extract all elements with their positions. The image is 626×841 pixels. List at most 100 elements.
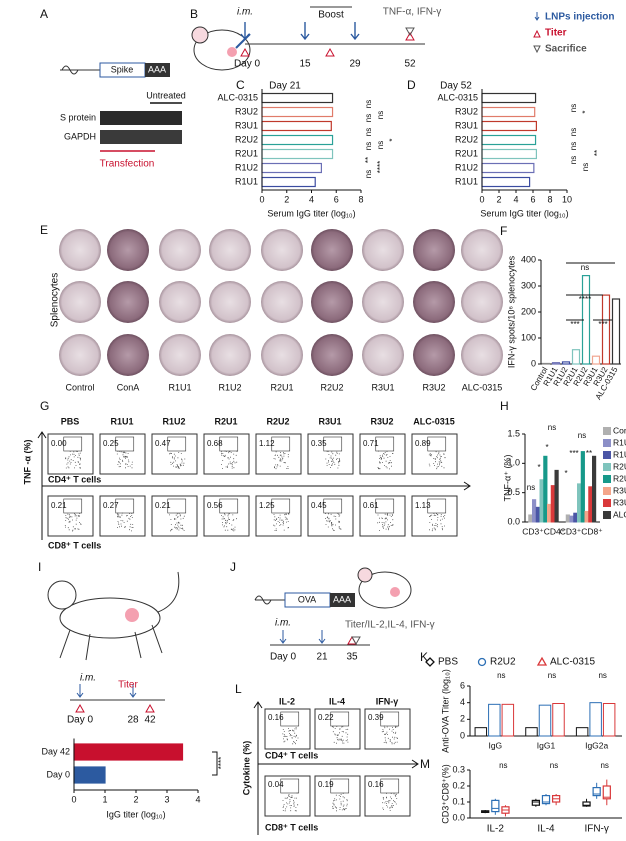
flow-plot bbox=[314, 708, 361, 750]
panel-label: G bbox=[40, 399, 49, 413]
mouse-ear bbox=[357, 567, 373, 583]
legend-titer bbox=[533, 29, 541, 38]
sample-label: R2U1 bbox=[214, 416, 237, 426]
well-image bbox=[311, 281, 353, 323]
significance: ns bbox=[364, 128, 373, 136]
gate-value: 0.22 bbox=[318, 713, 334, 722]
x-tick-label: R2U1 bbox=[270, 382, 293, 392]
route: i.m. bbox=[237, 7, 253, 18]
well-image bbox=[461, 229, 503, 271]
blot-label: S protein bbox=[60, 112, 96, 122]
flow-events bbox=[273, 513, 290, 531]
flow-plot bbox=[203, 433, 250, 475]
flow-gate bbox=[219, 436, 239, 452]
well-image bbox=[209, 229, 251, 271]
y-axis-label: Cytokine (%) bbox=[241, 741, 251, 796]
gate-value: 0.56 bbox=[207, 501, 223, 510]
well-image bbox=[362, 229, 404, 271]
flow-gate bbox=[115, 436, 135, 452]
well-image bbox=[209, 281, 251, 323]
y-tick-label: R1U1 bbox=[235, 176, 258, 186]
day-label: 28 bbox=[127, 715, 139, 726]
gate-value: 0.71 bbox=[363, 439, 379, 448]
gate-value: 0.47 bbox=[155, 439, 171, 448]
bar bbox=[481, 148, 538, 160]
y-tick-label: Day 42 bbox=[41, 746, 70, 756]
cytokine-label: IL-4 bbox=[329, 696, 345, 706]
bar bbox=[481, 176, 531, 188]
box-body bbox=[592, 786, 601, 797]
flow-gate bbox=[63, 498, 83, 514]
gate-value: 1.25 bbox=[259, 501, 275, 510]
x-axis-label: IgG titer (log₁₀) bbox=[106, 809, 165, 819]
bar bbox=[588, 486, 593, 523]
y-tick-label: 0 bbox=[531, 358, 536, 368]
chart-title: Day 52 bbox=[440, 81, 472, 92]
significance: ns bbox=[527, 483, 535, 492]
flow-gate bbox=[167, 436, 187, 452]
y-axis-label: Splenocytes bbox=[50, 273, 61, 327]
gate-value: 0.19 bbox=[318, 780, 334, 789]
x-tick-label: CD3⁺CD4⁺ bbox=[522, 526, 565, 536]
flow-plot bbox=[314, 775, 361, 817]
well-image bbox=[107, 281, 149, 323]
significance: ns bbox=[376, 141, 385, 149]
bar bbox=[573, 512, 578, 523]
legend-label: ALC-0315 bbox=[613, 509, 626, 519]
gate-value: 0.39 bbox=[368, 713, 384, 722]
flow-events bbox=[273, 451, 289, 470]
y-axis-label: TNF -α (%) bbox=[22, 439, 32, 484]
well-image bbox=[261, 334, 303, 376]
monkey-tail bbox=[157, 571, 180, 613]
bar bbox=[481, 106, 536, 118]
bar bbox=[481, 120, 538, 132]
flow-plot bbox=[264, 775, 311, 817]
y-tick-label: 0.3 bbox=[452, 764, 465, 774]
significance: ns bbox=[578, 431, 586, 440]
well-image bbox=[311, 334, 353, 376]
flow-events bbox=[428, 451, 446, 470]
day-label: Day 0 bbox=[234, 59, 261, 70]
flow-plot bbox=[411, 495, 458, 537]
day-label: 52 bbox=[404, 59, 416, 70]
bar bbox=[261, 148, 334, 160]
box-body bbox=[491, 799, 500, 813]
flow-events bbox=[382, 792, 398, 811]
flow-events bbox=[282, 727, 299, 745]
significance: ns bbox=[569, 128, 578, 136]
chart-title: Day 21 bbox=[269, 81, 301, 92]
flow-plot bbox=[411, 433, 458, 475]
monkey-head bbox=[47, 580, 77, 610]
y-tick-label: 0 bbox=[460, 730, 465, 740]
significance: ns bbox=[581, 263, 589, 272]
blot-gapdh bbox=[100, 130, 182, 144]
gate-value: 0.00 bbox=[51, 439, 67, 448]
x-tick-label: 10 bbox=[562, 194, 572, 204]
x-tick-label: 8 bbox=[358, 194, 363, 204]
y-tick-label: R3U1 bbox=[235, 120, 258, 130]
gate-value: 0.35 bbox=[311, 439, 327, 448]
x-tick-label: R1U2 bbox=[218, 382, 241, 392]
y-axis-label: Anti-OVA Titer (log₁₀) bbox=[440, 669, 450, 753]
flow-gate bbox=[380, 711, 400, 727]
sample-label: R3U2 bbox=[370, 416, 393, 426]
bar bbox=[474, 727, 488, 737]
x-tick-label: ConA bbox=[117, 382, 140, 392]
sample-label: R1U1 bbox=[110, 416, 133, 426]
sample-label: ALC-0315 bbox=[413, 416, 455, 426]
bar bbox=[261, 120, 332, 132]
significance: *** bbox=[569, 449, 578, 458]
day-label: Day 0 bbox=[67, 715, 94, 726]
panel-label: K bbox=[420, 650, 428, 664]
significance: ns bbox=[569, 142, 578, 150]
y-tick-label: R2U1 bbox=[455, 148, 478, 158]
bar bbox=[565, 514, 570, 523]
injection-arrows bbox=[240, 22, 360, 41]
x-tick-label: 3 bbox=[164, 794, 169, 804]
legend-marker bbox=[477, 657, 487, 667]
y-tick-label: 6 bbox=[460, 680, 465, 690]
route: i.m. bbox=[80, 673, 96, 684]
gate-value: 0.89 bbox=[415, 439, 431, 448]
flow-events bbox=[325, 513, 342, 531]
